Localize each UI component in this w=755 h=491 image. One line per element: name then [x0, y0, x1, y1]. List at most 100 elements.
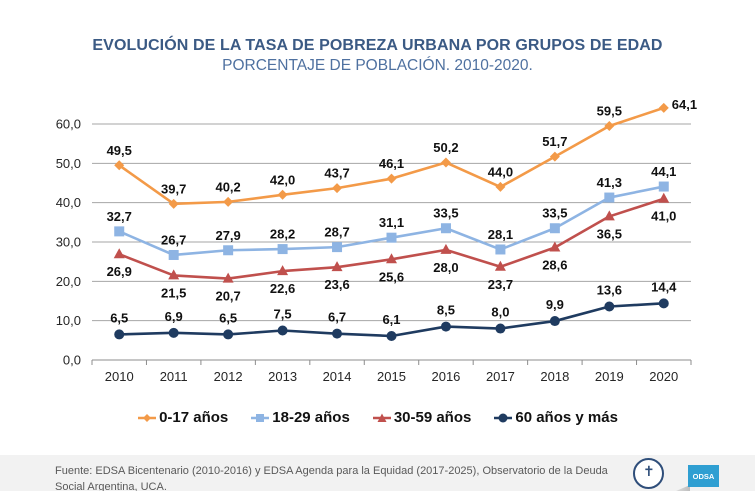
chart-subtitle: PORCENTAJE DE POBLACIÓN. 2010-2020.: [222, 57, 533, 74]
data-point-diamond: [658, 102, 669, 113]
data-point-square: [223, 245, 234, 256]
data-label: 21,5: [161, 285, 186, 300]
data-point-square: [440, 223, 451, 234]
data-label: 59,5: [597, 103, 622, 118]
series-60-a-os-y-m-s: [114, 298, 669, 342]
y-tick-label: 40,0: [56, 195, 81, 210]
data-label: 44,1: [651, 164, 676, 179]
data-point-square: [332, 242, 343, 253]
x-axis: 2010 2011 2012 2013 2014 2015 2016 2017 2018 2019…: [91, 359, 692, 384]
data-point-triangle: [494, 260, 506, 271]
series-18-29-a-os: [114, 181, 669, 260]
data-point-circle: [223, 329, 234, 340]
data-label: 13,6: [597, 283, 622, 298]
data-label: 28,7: [324, 225, 349, 240]
data-point-diamond: [495, 181, 506, 192]
data-label: 28,6: [542, 258, 567, 273]
legend-item-18-29[interactable]: 18-29 años: [250, 409, 350, 426]
data-label: 41,3: [597, 175, 622, 190]
legend-label: 18-29 años: [272, 409, 350, 426]
data-point-triangle: [440, 243, 452, 254]
data-point-diamond: [223, 196, 234, 207]
data-point-circle: [604, 301, 615, 312]
data-label: 31,1: [379, 215, 404, 230]
y-tick-label: 50,0: [56, 156, 81, 171]
data-label: 43,7: [324, 166, 349, 181]
legend-item-0-17[interactable]: 0-17 años: [137, 409, 228, 426]
data-label: 14,4: [651, 279, 677, 294]
data-point-triangle: [549, 241, 561, 252]
data-label: 6,7: [328, 310, 346, 325]
data-label: 23,7: [488, 277, 513, 292]
data-point-square: [114, 226, 125, 237]
legend-label: 30-59 años: [393, 409, 472, 426]
x-tick-label: 2010: [105, 369, 134, 384]
legend-marker-triangle-icon: [372, 413, 391, 422]
data-point-triangle: [113, 248, 125, 259]
x-tick-label: 2016: [431, 369, 460, 384]
data-point-square: [604, 192, 615, 203]
x-tick-label: 2017: [486, 369, 515, 384]
y-axis-ticks: 0,0 10,0 20,0 30,0 40,0 50,0 60,0: [56, 117, 81, 368]
source-note: Fuente: EDSA Bicentenario (2010-2016) y …: [55, 465, 608, 491]
data-label: 8,5: [437, 303, 455, 318]
x-tick-label: 2013: [268, 369, 297, 384]
data-label: 6,5: [219, 310, 237, 325]
data-label: 22,6: [270, 281, 295, 296]
data-point-circle: [495, 323, 506, 334]
x-tick-label: 2014: [323, 369, 352, 384]
data-label: 40,2: [215, 179, 240, 194]
data-point-triangle: [603, 210, 615, 221]
y-tick-label: 10,0: [56, 313, 81, 328]
data-label: 6,9: [165, 309, 183, 324]
data-label: 26,9: [107, 264, 132, 279]
y-tick-label: 30,0: [56, 235, 81, 250]
data-point-circle: [332, 328, 343, 339]
data-label: 51,7: [542, 134, 567, 149]
footer: Fuente: EDSA Bicentenario (2010-2016) y …: [0, 455, 755, 491]
y-tick-label: 0,0: [63, 353, 81, 368]
data-label: 28,2: [270, 227, 295, 242]
data-point-circle: [658, 298, 669, 309]
data-point-diamond: [114, 160, 125, 171]
data-label: 46,1: [379, 156, 404, 171]
data-label: 28,0: [433, 260, 458, 275]
data-label: 32,7: [107, 209, 132, 224]
data-point-circle: [386, 331, 397, 342]
logo-shadow: [676, 485, 690, 491]
legend-marker-square-icon: [251, 413, 270, 422]
legend-item-60-plus[interactable]: 60 años y más: [493, 409, 618, 426]
data-label: 26,7: [161, 232, 186, 247]
data-label: 49,5: [107, 143, 132, 158]
x-tick-label: 2015: [377, 369, 406, 384]
data-point-diamond: [332, 183, 343, 194]
data-point-circle: [440, 321, 451, 332]
data-label: 50,2: [433, 140, 458, 155]
data-point-square: [277, 244, 288, 255]
data-label: 44,0: [488, 164, 513, 179]
y-tick-label: 60,0: [56, 117, 81, 132]
data-point-diamond: [277, 189, 288, 200]
data-label: 41,0: [651, 209, 676, 224]
data-point-diamond: [549, 151, 560, 162]
legend-label: 60 años y más: [515, 409, 618, 426]
legend-marker-circle-icon: [494, 413, 513, 422]
x-tick-label: 2012: [214, 369, 243, 384]
data-label: 6,1: [382, 312, 400, 327]
series-group: [113, 102, 670, 342]
y-tick-label: 20,0: [56, 274, 81, 289]
data-point-square: [386, 232, 397, 243]
data-point-triangle: [277, 265, 289, 276]
data-point-triangle: [331, 261, 343, 272]
data-point-triangle: [658, 192, 670, 203]
data-labels: 49,5 39,7 40,2 42,0 43,7 46,1 50,2 44,0 51,7 59,5…: [107, 97, 698, 327]
data-point-diamond: [386, 173, 397, 184]
data-label: 25,6: [379, 269, 404, 284]
data-label: 20,7: [215, 289, 240, 304]
data-label: 33,5: [542, 206, 567, 221]
data-label: 64,1: [672, 97, 697, 112]
legend-item-30-59[interactable]: 30-59 años: [372, 409, 472, 426]
x-tick-label: 2020: [649, 369, 678, 384]
data-point-triangle: [168, 269, 180, 280]
data-point-circle: [549, 316, 560, 327]
